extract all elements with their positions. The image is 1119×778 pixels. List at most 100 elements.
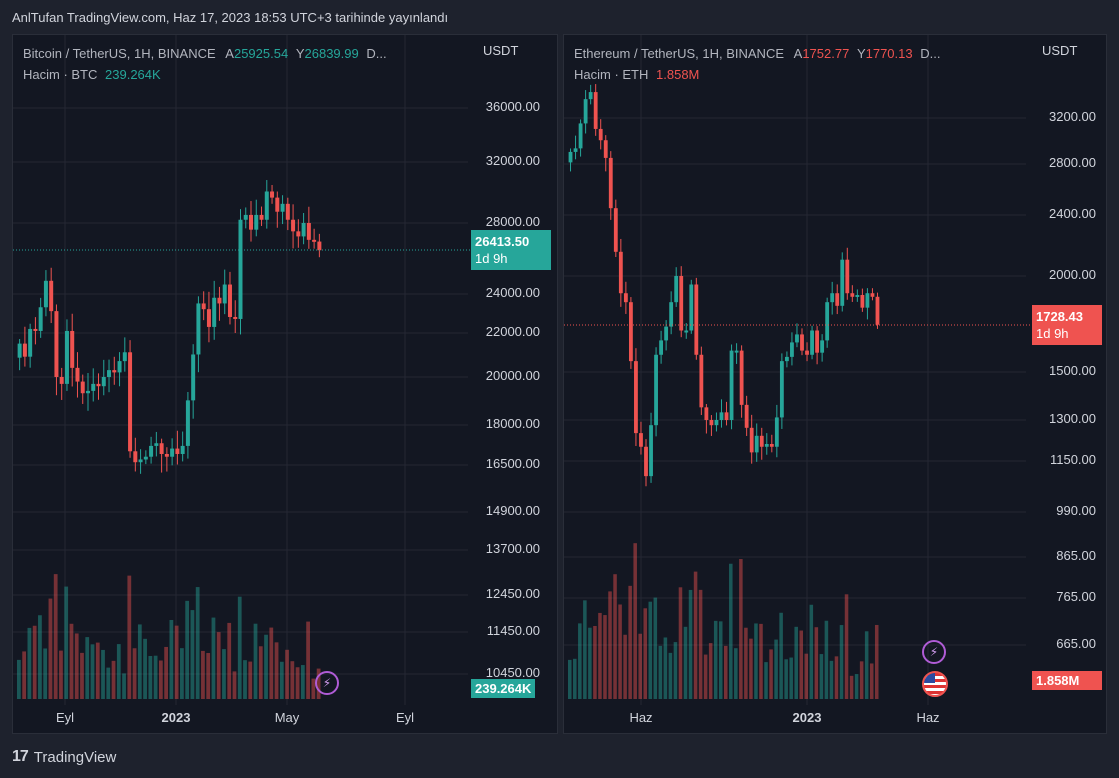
volume-bar xyxy=(122,673,126,699)
time-tick-label: Haz xyxy=(629,710,653,725)
volume-bar xyxy=(248,661,253,699)
candle-body xyxy=(33,328,38,331)
volume-bar xyxy=(59,650,63,699)
volume-bar xyxy=(724,645,728,699)
price-tick-label: 28000.00 xyxy=(485,214,540,229)
volume-bar xyxy=(618,604,622,699)
brand-label: TradingView xyxy=(33,748,117,766)
time-tick-label: 2023 xyxy=(161,710,191,725)
ethereum-chart-canvas[interactable] xyxy=(564,35,1107,734)
price-tick-label: 865.00 xyxy=(1056,548,1096,563)
volume-bar xyxy=(32,625,37,699)
volume-bar xyxy=(804,653,809,699)
volume-bar xyxy=(285,649,289,699)
candle-body xyxy=(850,293,855,297)
candle-body xyxy=(699,354,704,408)
candle-body xyxy=(709,420,714,426)
candle-body xyxy=(800,334,804,351)
candle-body xyxy=(613,208,618,252)
candle-body xyxy=(734,350,739,353)
candle-body xyxy=(154,443,159,446)
candle-body xyxy=(180,445,185,454)
low-value: 1752.77 xyxy=(802,46,850,61)
volume-bar xyxy=(216,632,221,699)
volume-bar xyxy=(608,591,612,699)
volume-box: 1.858M xyxy=(1032,671,1102,690)
candle-body xyxy=(674,276,679,303)
candle-body xyxy=(860,294,865,308)
volume-bar xyxy=(69,623,74,699)
lightning-icon[interactable]: ⚡ xyxy=(922,640,946,664)
volume-bar xyxy=(824,620,829,699)
price-tick-label: 16500.00 xyxy=(485,456,540,471)
candle-body xyxy=(259,214,264,220)
volume-bar xyxy=(158,660,163,699)
volume-bar xyxy=(749,638,753,699)
volume-bar xyxy=(137,624,142,699)
candle-body xyxy=(264,191,269,220)
candle-body xyxy=(568,151,573,163)
candle-body xyxy=(227,284,232,317)
volume-bar xyxy=(274,642,279,699)
bitcoin-chart-panel[interactable]: Bitcoin / TetherUS, 1H, BINANCE A25925.5… xyxy=(12,34,558,734)
volume-bar xyxy=(739,559,743,699)
candle-body xyxy=(815,330,820,353)
bitcoin-chart-canvas[interactable] xyxy=(13,35,558,734)
price-tick-label: 990.00 xyxy=(1056,503,1096,518)
volume-bar xyxy=(814,627,819,699)
volume-bar xyxy=(132,648,137,699)
volume-bar xyxy=(74,633,79,699)
low-label: A xyxy=(793,46,803,61)
lightning-icon[interactable]: ⚡ xyxy=(315,671,339,695)
volume-bar xyxy=(95,642,100,699)
volume-bar xyxy=(185,600,190,699)
volume-bar xyxy=(729,563,733,699)
candle-body xyxy=(107,370,112,377)
candle-body xyxy=(855,294,860,297)
candle-body xyxy=(70,330,75,368)
candle-body xyxy=(669,302,674,327)
volume-bar xyxy=(774,639,778,699)
volume-bar xyxy=(683,626,688,699)
more-label[interactable]: D... xyxy=(366,46,387,61)
volume-bar xyxy=(258,646,263,699)
price-tick-label: 2000.00 xyxy=(1049,267,1096,282)
candle-body xyxy=(820,340,825,353)
candle-body xyxy=(138,459,143,463)
candle-body xyxy=(96,383,101,387)
volume-bar xyxy=(613,574,617,699)
candle-body xyxy=(704,407,709,420)
volume-bar xyxy=(688,589,693,699)
more-label[interactable]: D... xyxy=(920,46,941,61)
candle-body xyxy=(217,297,222,304)
candle-body xyxy=(684,330,689,333)
volume-legend: Hacim · ETH 1.858M xyxy=(574,67,699,82)
ethereum-chart-panel[interactable]: Ethereum / TetherUS, 1H, BINANCE A1752.7… xyxy=(563,34,1107,734)
candle-body xyxy=(249,214,254,230)
volume-bar xyxy=(713,620,718,699)
footer-brand[interactable]: 17 TradingView xyxy=(12,748,116,766)
volume-bar xyxy=(279,661,284,699)
candle-body xyxy=(312,239,317,242)
volume-bar xyxy=(588,627,592,699)
candle-body xyxy=(714,420,719,426)
candle-body xyxy=(578,123,583,149)
volume-bar xyxy=(764,662,768,699)
candle-body xyxy=(754,435,759,453)
candle-body xyxy=(628,302,633,362)
volume-bar xyxy=(164,646,168,699)
volume-bar xyxy=(744,627,748,699)
volume-bar xyxy=(80,652,84,699)
last-price-box: 1728.43 1d 9h xyxy=(1032,305,1102,345)
price-tick-label: 11450.00 xyxy=(486,623,540,638)
volume-bar xyxy=(648,601,653,699)
candle-body xyxy=(639,433,643,447)
candle-body xyxy=(201,303,206,310)
candle-body xyxy=(598,128,603,141)
volume-bar xyxy=(598,612,602,699)
candle-body xyxy=(243,214,248,220)
time-tick-label: Eyl xyxy=(55,710,75,725)
volume-bar xyxy=(759,623,763,699)
us-flag-icon[interactable] xyxy=(922,671,948,697)
price-tick-label: 1500.00 xyxy=(1049,363,1096,378)
